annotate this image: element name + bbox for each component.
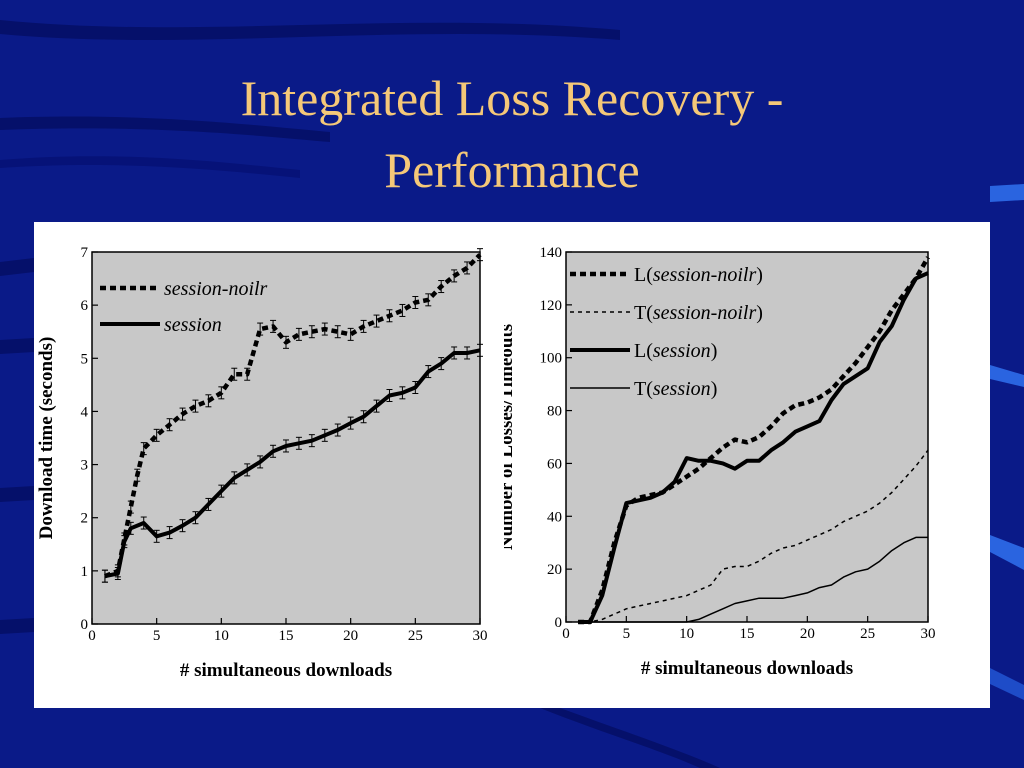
legend-label: L(session-noilr): [634, 264, 763, 286]
y-tick-label: 80: [547, 404, 562, 420]
y-tick-label: 60: [547, 456, 562, 472]
x-tick-label: 25: [860, 626, 875, 642]
x-axis-label: # simultaneous downloads: [641, 658, 853, 679]
y-tick-label: 120: [540, 298, 563, 314]
x-tick-label: 15: [740, 626, 755, 642]
y-tick-label: 20: [547, 562, 562, 578]
slide-title: Integrated Loss Recovery - Performance: [0, 62, 1024, 206]
y-tick-label: 40: [547, 509, 562, 525]
x-tick-label: 0: [562, 626, 570, 642]
legend-label: T(session-noilr): [634, 302, 763, 324]
x-tick-label: 5: [623, 626, 631, 642]
legend-label: session-noilr: [164, 278, 268, 300]
y-tick-label: 0: [81, 617, 89, 633]
plot-area: [91, 251, 481, 625]
legend-label: T(session): [634, 378, 717, 400]
legend-label: session: [164, 314, 222, 336]
x-tick-label: 10: [214, 628, 229, 644]
series-line: [578, 536, 928, 623]
plot-area: [565, 251, 929, 623]
y-tick-label: 6: [81, 298, 89, 314]
slide-title-line-1: Integrated Loss Recovery -: [240, 70, 784, 126]
x-tick-label: 0: [88, 628, 96, 644]
x-tick-label: 25: [408, 628, 423, 644]
x-axis-label: # simultaneous downloads: [180, 660, 392, 681]
series-line: [104, 253, 482, 579]
y-axis-label: Download time (seconds): [36, 337, 57, 540]
legend-label: L(session): [634, 340, 717, 362]
y-tick-label: 7: [81, 245, 89, 261]
x-tick-label: 5: [153, 628, 161, 644]
y-tick-label: 3: [81, 458, 89, 474]
y-tick-label: 100: [540, 351, 563, 367]
x-tick-label: 30: [473, 628, 488, 644]
y-tick-label: 5: [81, 351, 89, 367]
x-tick-label: 15: [279, 628, 294, 644]
series-line: [578, 271, 929, 624]
y-tick-label: 2: [81, 511, 89, 527]
x-tick-label: 20: [800, 626, 815, 642]
slide-title-line-2: Performance: [384, 142, 640, 198]
y-axis-label: Number of Losses/Timeouts: [504, 324, 517, 550]
download-time-chart: 0 5 10 15 20 25 30 0 1 2 3 4 5 6 7 # simultaneous downl…: [36, 245, 488, 681]
y-tick-label: 1: [81, 564, 89, 580]
x-tick-label: 20: [343, 628, 358, 644]
losses-timeouts-chart: 0 5 10 15 20 25 30 0 20 40 60 80 100 120 140 # simultan…: [504, 245, 936, 679]
y-tick-label: 0: [555, 615, 563, 631]
figure-panel: 0 5 10 15 20 25 30 0 1 2 3 4 5 6 7 # simultaneous downl…: [34, 222, 990, 708]
y-tick-label: 4: [81, 404, 89, 420]
x-tick-label: 10: [679, 626, 694, 642]
x-tick-label: 30: [921, 626, 936, 642]
y-tick-label: 140: [540, 245, 563, 261]
